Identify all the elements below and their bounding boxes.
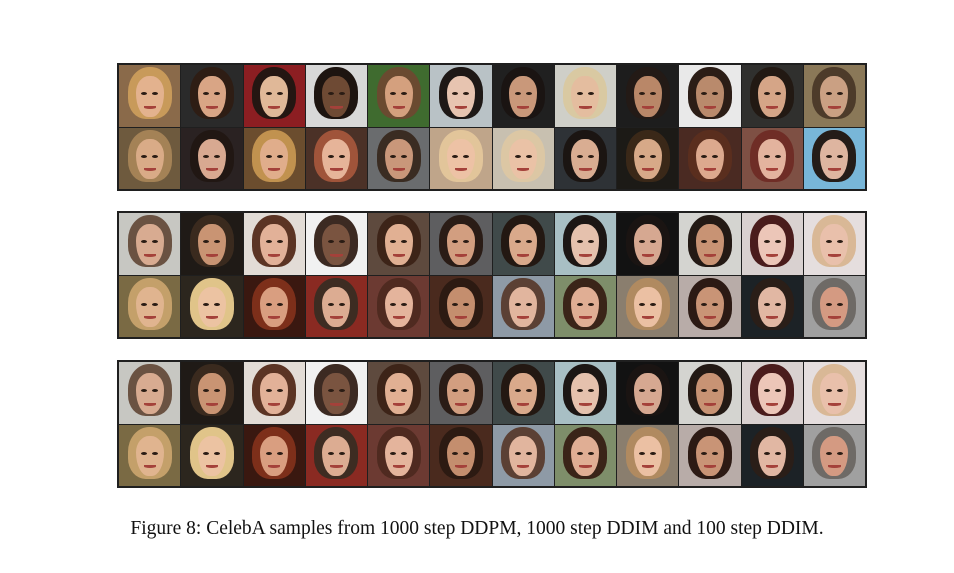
face-sample-image — [305, 275, 367, 337]
face-sample-image — [803, 362, 865, 424]
face-sample-image — [741, 65, 803, 127]
face-sample-image — [430, 213, 492, 275]
face-sample-image — [243, 127, 305, 189]
face-sample-image — [430, 275, 492, 337]
face-sample-image — [181, 65, 243, 127]
face-sample-image — [741, 213, 803, 275]
face-sample-image — [617, 424, 679, 486]
face-sample-image — [368, 213, 430, 275]
face-sample-image — [492, 127, 554, 189]
face-sample-image — [368, 127, 430, 189]
face-sample-image — [181, 275, 243, 337]
ddim-100-step-sample-grid — [117, 360, 867, 488]
face-sample-image — [243, 275, 305, 337]
face-sample-image — [492, 213, 554, 275]
face-sample-image — [430, 65, 492, 127]
face-sample-image — [679, 275, 741, 337]
face-sample-image — [119, 424, 181, 486]
face-sample-image — [492, 362, 554, 424]
face-sample-image — [243, 213, 305, 275]
face-sample-image — [243, 424, 305, 486]
face-sample-image — [243, 362, 305, 424]
face-sample-image — [741, 275, 803, 337]
face-sample-image — [617, 65, 679, 127]
face-sample-image — [741, 127, 803, 189]
ddim-1000-step-sample-grid — [117, 211, 867, 339]
face-sample-image — [554, 127, 616, 189]
face-sample-image — [803, 424, 865, 486]
face-sample-image — [305, 127, 367, 189]
face-sample-image — [679, 362, 741, 424]
face-sample-image — [368, 424, 430, 486]
face-sample-image — [554, 275, 616, 337]
face-sample-image — [554, 65, 616, 127]
face-sample-image — [554, 213, 616, 275]
face-sample-image — [741, 362, 803, 424]
face-sample-image — [679, 424, 741, 486]
face-sample-image — [803, 127, 865, 189]
face-sample-image — [492, 65, 554, 127]
figure-caption: Figure 8: CelebA samples from 1000 step … — [130, 518, 824, 539]
face-sample-image — [554, 362, 616, 424]
face-sample-image — [430, 127, 492, 189]
ddpm-1000-step-sample-grid — [117, 63, 867, 191]
face-sample-image — [492, 424, 554, 486]
face-sample-image — [803, 275, 865, 337]
face-sample-image — [119, 275, 181, 337]
face-sample-image — [803, 213, 865, 275]
face-sample-image — [119, 65, 181, 127]
face-sample-image — [181, 424, 243, 486]
face-sample-image — [679, 213, 741, 275]
face-sample-image — [181, 213, 243, 275]
face-sample-image — [617, 127, 679, 189]
face-sample-image — [368, 275, 430, 337]
face-sample-image — [305, 65, 367, 127]
face-sample-image — [119, 213, 181, 275]
face-sample-image — [368, 65, 430, 127]
face-sample-image — [430, 362, 492, 424]
face-sample-image — [430, 424, 492, 486]
face-sample-image — [679, 65, 741, 127]
face-sample-image — [554, 424, 616, 486]
face-sample-image — [119, 362, 181, 424]
face-sample-image — [679, 127, 741, 189]
face-sample-image — [741, 424, 803, 486]
face-sample-image — [119, 127, 181, 189]
face-sample-image — [617, 213, 679, 275]
face-sample-image — [181, 362, 243, 424]
face-sample-image — [305, 362, 367, 424]
face-sample-image — [243, 65, 305, 127]
face-sample-image — [617, 362, 679, 424]
face-sample-image — [181, 127, 243, 189]
face-sample-image — [803, 65, 865, 127]
face-sample-image — [305, 424, 367, 486]
face-sample-image — [617, 275, 679, 337]
face-sample-image — [492, 275, 554, 337]
face-sample-image — [368, 362, 430, 424]
face-sample-image — [305, 213, 367, 275]
